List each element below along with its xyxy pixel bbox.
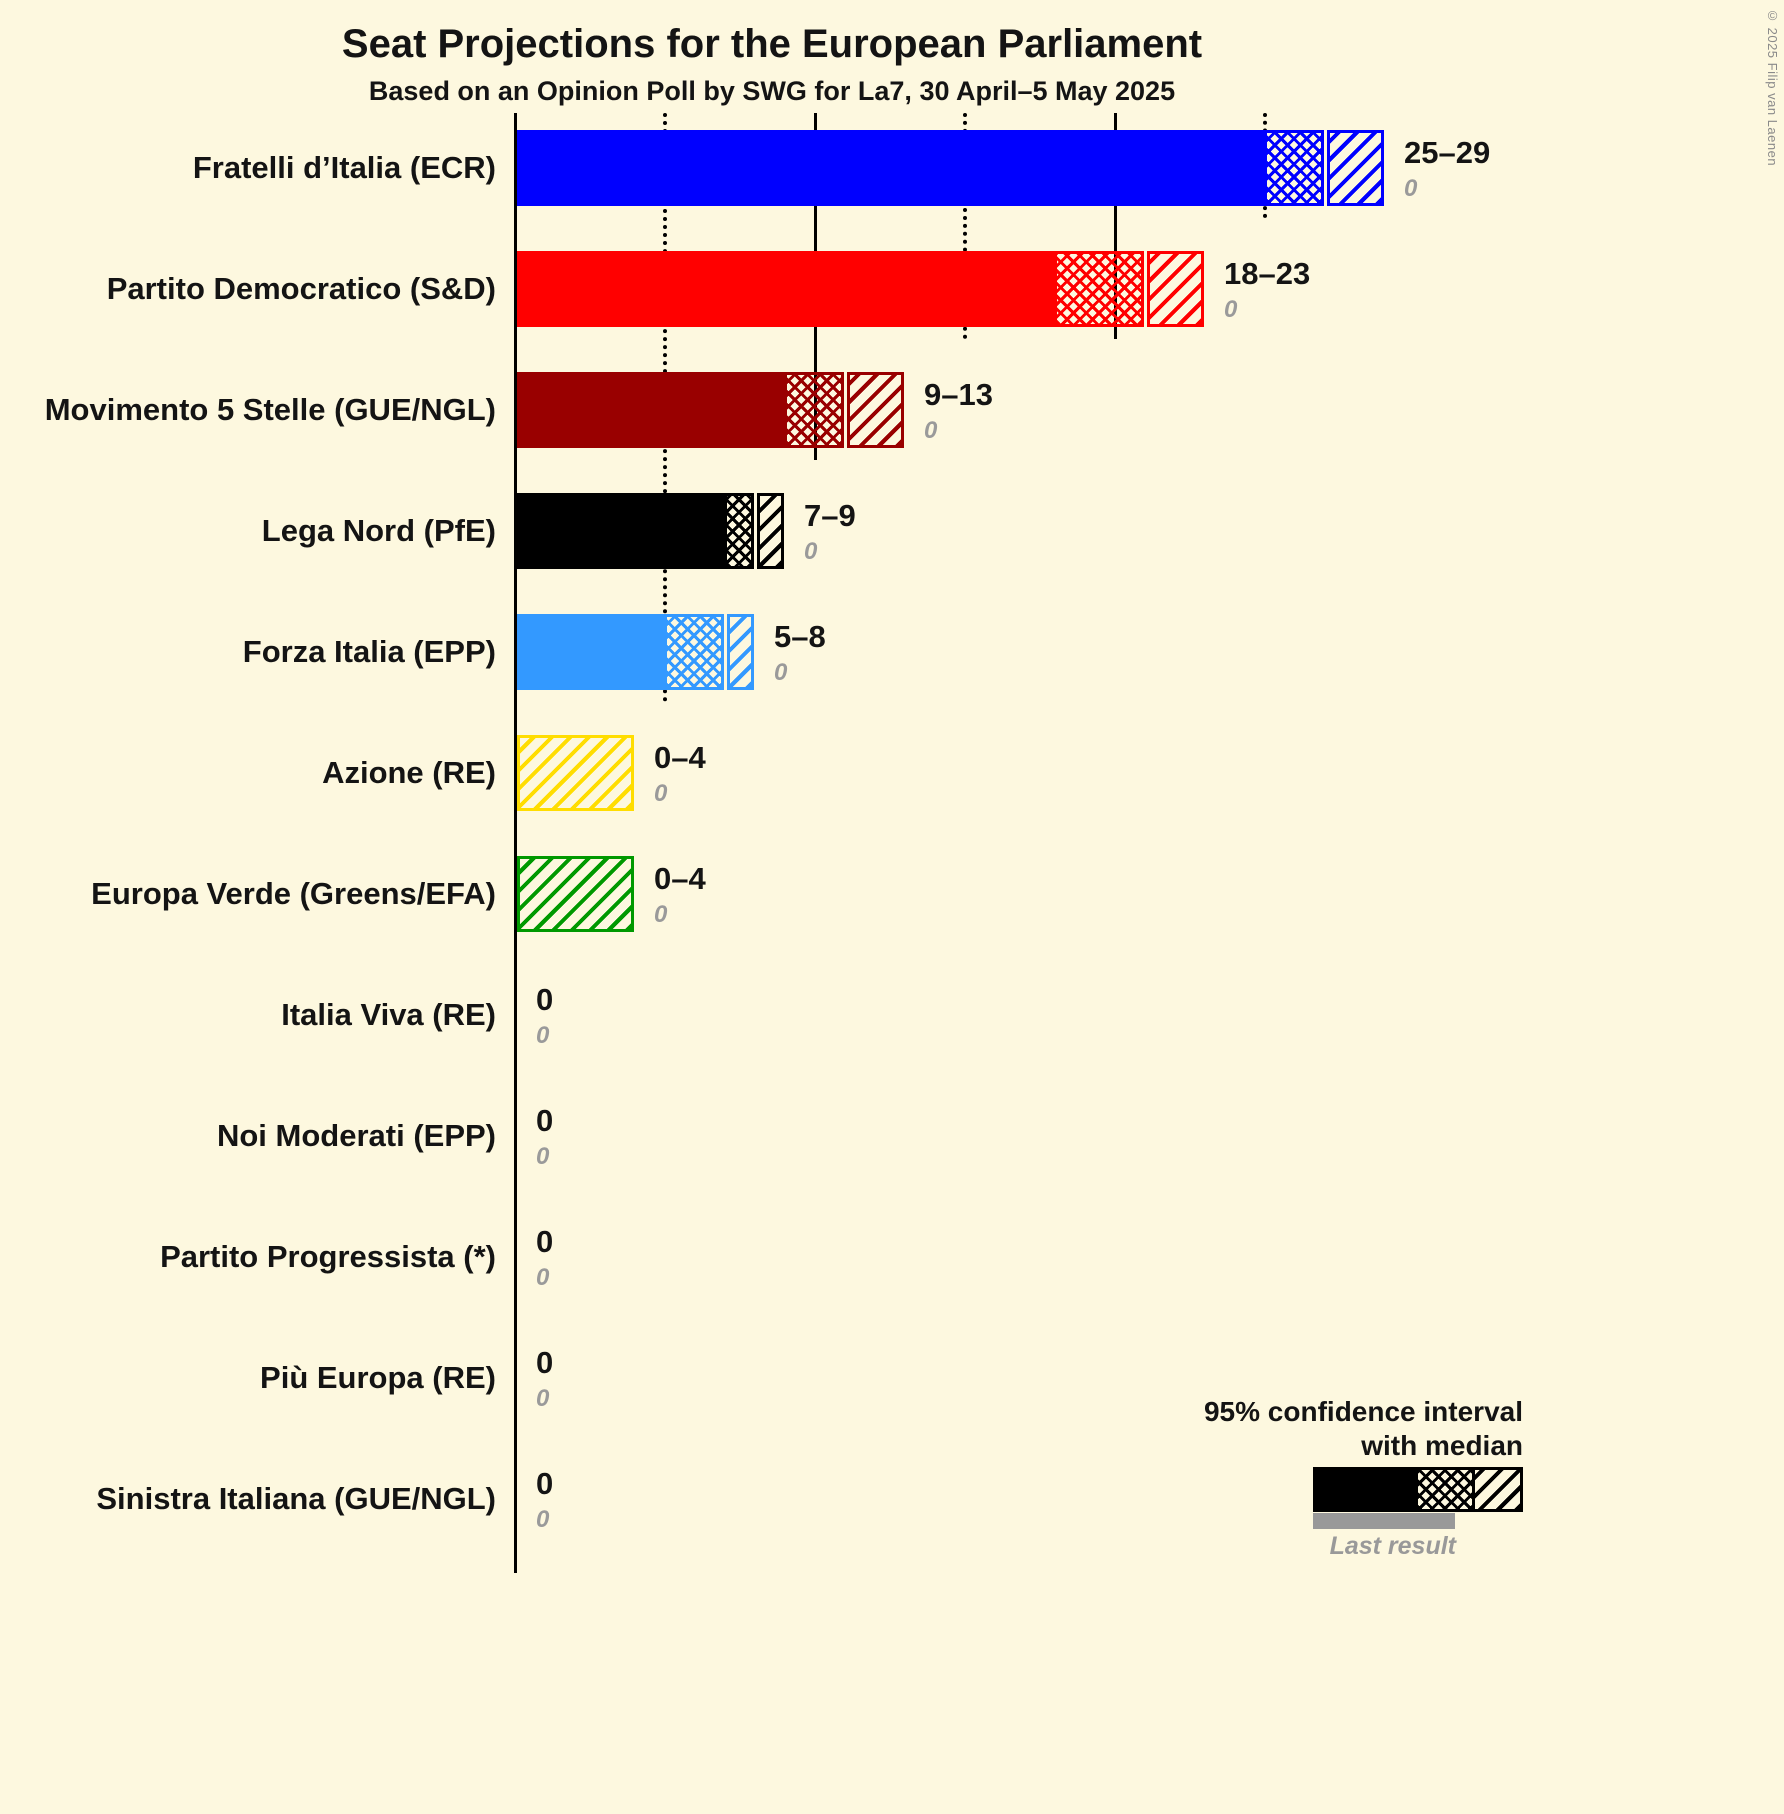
bar-diagonal-segment [847,372,904,448]
gridline-solid [1114,113,1117,339]
bar-solid-segment [517,251,1054,327]
bar-crosshatch-segment [724,493,754,569]
bar-diagonal-segment [1327,130,1384,206]
legend-sample-crosshatch-segment [1415,1470,1475,1509]
legend-confidence-line1: 95% confidence interval [1203,1396,1523,1427]
range-label: 0 [536,1345,554,1380]
range-label: 0 [536,1224,554,1259]
party-label: Europa Verde (Greens/EFA) [91,876,496,911]
legend-sample-solid-segment [1316,1470,1415,1509]
last-result-label: 0 [804,538,818,565]
party-label: Italia Viva (RE) [281,997,496,1032]
bar-diagonal-segment [757,493,784,569]
party-label: Partito Democratico (S&D) [106,271,496,306]
bar-diagonal-segment [1147,251,1204,327]
legend-last-result-bar [1313,1513,1455,1529]
copyright-notice: © 2025 Filip van Laenen [1765,8,1780,167]
range-label: 0–4 [654,740,706,775]
bar-solid-segment [517,130,1264,206]
last-result-label: 0 [774,659,788,686]
bar-crosshatch-segment [1264,130,1324,206]
last-result-label: 0 [536,1264,550,1291]
chart-title: Seat Projections for the European Parlia… [341,22,1203,66]
last-result-label: 0 [536,1506,550,1533]
range-label: 18–23 [1224,256,1311,291]
bar-solid-segment [517,614,664,690]
bar-solid-segment [517,372,784,448]
last-result-label: 0 [654,901,668,928]
legend-sample-diagonal-segment [1475,1470,1520,1509]
chart-subtitle: Based on an Opinion Poll by SWG for La7,… [368,76,1176,106]
last-result-label: 0 [536,1022,550,1049]
last-result-label: 0 [536,1385,550,1412]
gridline-dotted [963,113,967,339]
bar-solid-segment [517,493,724,569]
legend-last-result-label: Last result [1329,1532,1456,1560]
party-label: Fratelli d’Italia (ECR) [192,150,496,185]
range-label: 0–4 [654,861,706,896]
legend-confidence-line2: with median [1361,1430,1523,1461]
range-label: 25–29 [1404,135,1491,170]
last-result-label: 0 [536,1143,550,1170]
y-axis-line [514,113,517,1573]
bar-crosshatch-segment [784,372,844,448]
party-label: Azione (RE) [322,755,496,790]
last-result-label: 0 [654,780,668,807]
range-label: 7–9 [804,498,856,533]
bar-crosshatch-segment [1054,251,1144,327]
last-result-label: 0 [1404,175,1418,202]
bar-diagonal-segment [517,856,634,932]
party-label: Sinistra Italiana (GUE/NGL) [96,1481,496,1516]
range-label: 0 [536,1466,554,1501]
last-result-label: 0 [1224,296,1238,323]
party-label: Partito Progressista (*) [160,1239,496,1274]
bar-diagonal-segment [727,614,754,690]
legend-sample-bar [1313,1467,1523,1512]
range-label: 9–13 [924,377,993,412]
party-label: Lega Nord (PfE) [261,513,496,548]
range-label: 0 [536,1103,554,1138]
bar-crosshatch-segment [664,614,724,690]
party-label: Movimento 5 Stelle (GUE/NGL) [44,392,496,427]
party-label: Forza Italia (EPP) [242,634,496,669]
party-label: Più Europa (RE) [260,1360,496,1395]
party-label: Noi Moderati (EPP) [216,1118,496,1153]
last-result-label: 0 [924,417,938,444]
range-label: 0 [536,982,554,1017]
range-label: 5–8 [774,619,826,654]
bar-diagonal-segment [517,735,634,811]
